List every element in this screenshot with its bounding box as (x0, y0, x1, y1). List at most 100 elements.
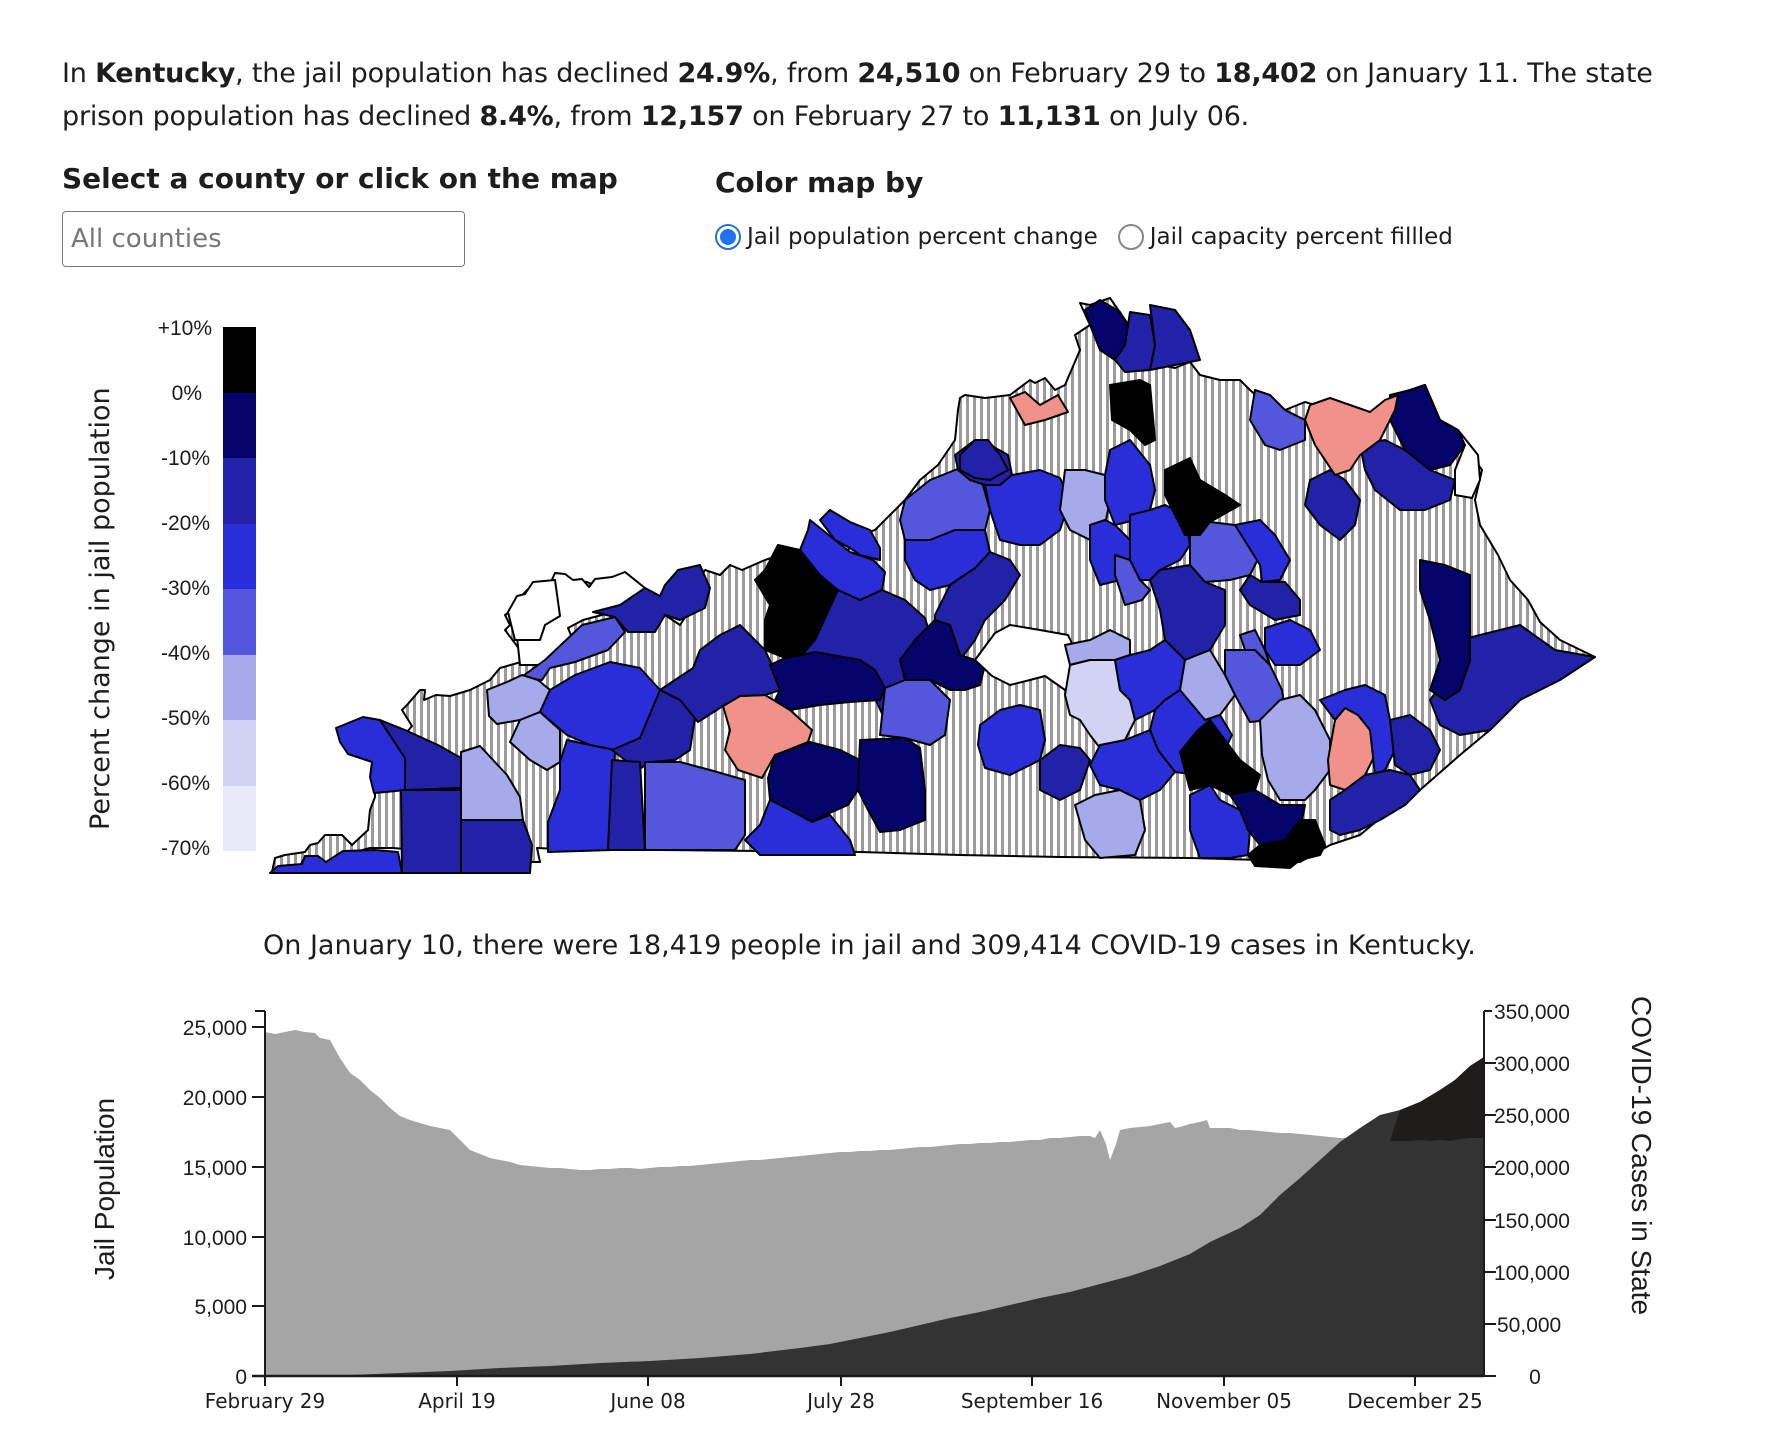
county[interactable] (592, 564, 711, 633)
x-tick: February 29 (205, 1389, 325, 1413)
county[interactable] (1247, 819, 1326, 869)
legend-swatch-2 (223, 458, 256, 524)
prison-start-value: 12,157 (640, 101, 744, 132)
legend-tick: -50% (160, 707, 210, 730)
county[interactable] (1249, 389, 1306, 451)
county[interactable] (1009, 391, 1069, 426)
legend-tick: -30% (160, 577, 210, 600)
legend-tick: -70% (160, 837, 210, 860)
legend-tick: +10% (157, 317, 212, 340)
covid-cases-area (265, 1057, 1484, 1376)
county[interactable] (1089, 729, 1176, 801)
y2-tick-50000: 50,000 (1497, 1314, 1561, 1337)
y2-tick-300000: 300,000 (1494, 1053, 1570, 1076)
legend-tick: -60% (160, 772, 210, 795)
county[interactable] (269, 849, 403, 874)
county[interactable] (1149, 304, 1201, 371)
prison-end-value: 11,131 (997, 101, 1101, 132)
county[interactable] (1239, 574, 1301, 621)
x-tick: July 28 (805, 1389, 875, 1413)
county[interactable] (1304, 394, 1399, 476)
county[interactable] (335, 716, 406, 794)
state-name: Kentucky (95, 58, 236, 89)
x-tick: November 05 (1156, 1389, 1292, 1413)
jail-start-value: 24,510 (857, 58, 961, 89)
county[interactable] (1039, 744, 1091, 801)
y2-tick-0: 0 (1529, 1366, 1541, 1389)
legend-swatch-6 (223, 720, 256, 786)
x-tick: December 25 (1347, 1389, 1483, 1413)
y2-axis-title: COVID-19 Cases in State (1626, 996, 1657, 1315)
summary-text: In Kentucky, the jail population has dec… (62, 58, 1653, 132)
county[interactable] (1359, 439, 1456, 511)
y-axis-title: Jail Population (89, 1098, 120, 1280)
jail-end-value: 18,402 (1214, 58, 1318, 89)
x-tick: June 08 (608, 1389, 685, 1413)
county[interactable] (1074, 789, 1146, 859)
x-tick: September 16 (961, 1389, 1103, 1413)
county[interactable] (507, 579, 561, 641)
legend-swatch-7 (223, 785, 256, 851)
county[interactable] (767, 741, 861, 823)
kentucky-county-map[interactable] (0, 0, 1772, 900)
radio-label-jail-capacity: Jail capacity percent fillled (1149, 224, 1453, 250)
legend-swatch-3 (223, 523, 256, 589)
prison-decline-pct: 8.4% (479, 101, 554, 132)
county[interactable] (1259, 694, 1331, 801)
county[interactable] (1239, 629, 1271, 666)
county[interactable] (959, 439, 1009, 481)
y2-tick-250000: 250,000 (1494, 1105, 1570, 1128)
county[interactable] (644, 761, 746, 851)
y-tick-15000: 15,000 (183, 1157, 247, 1180)
legend-swatch-5 (223, 654, 256, 720)
y2-tick-150000: 150,000 (1494, 1210, 1570, 1233)
radio-label-jail-pop-change: Jail population percent change (747, 224, 1098, 250)
y-tick-20000: 20,000 (183, 1087, 247, 1110)
county-select-label: Select a county or click on the map (62, 162, 618, 195)
color-map-label: Color map by (715, 166, 924, 199)
county[interactable] (1329, 769, 1421, 836)
county[interactable] (1114, 311, 1156, 373)
county-select-input[interactable]: All counties (62, 211, 465, 267)
county[interactable] (1189, 784, 1251, 859)
y2-tick-200000: 200,000 (1494, 1157, 1570, 1180)
county[interactable] (460, 745, 524, 821)
legend-tick: -20% (160, 512, 210, 535)
county[interactable] (1454, 429, 1481, 499)
legend-tick: -40% (160, 642, 210, 665)
x-tick: April 19 (418, 1389, 496, 1413)
radio-button-jail-pop-change[interactable] (715, 224, 741, 250)
y2-tick-350000: 350,000 (1494, 1001, 1570, 1024)
y-tick-10000: 10,000 (183, 1227, 247, 1250)
county[interactable] (977, 704, 1046, 776)
legend-tick: -10% (160, 447, 210, 470)
county[interactable] (819, 509, 881, 561)
legend-swatch-4 (223, 589, 256, 655)
chart-caption: On January 10, there were 18,419 people … (263, 930, 1476, 961)
county[interactable] (1419, 559, 1471, 701)
y-tick-0: 0 (235, 1366, 247, 1389)
county[interactable] (769, 651, 886, 711)
legend-swatch-1 (223, 392, 256, 458)
radio-option-jail-pop-change[interactable]: Jail population percent change (715, 224, 1098, 250)
county[interactable] (1429, 624, 1596, 736)
y2-tick-100000: 100,000 (1494, 1262, 1570, 1285)
county[interactable] (1179, 719, 1261, 796)
covid-overlap-area (1390, 1057, 1484, 1141)
county[interactable] (1234, 519, 1291, 583)
county[interactable] (519, 616, 626, 681)
radio-option-jail-capacity[interactable]: Jail capacity percent fillled (1117, 224, 1453, 250)
county[interactable] (1389, 714, 1441, 776)
county[interactable] (1114, 554, 1151, 606)
y-tick-25000: 25,000 (183, 1017, 247, 1040)
legend-swatch-0 (223, 327, 256, 393)
county[interactable] (899, 619, 986, 691)
county[interactable] (744, 799, 856, 856)
county[interactable] (1149, 564, 1226, 661)
legend-tick: 0% (171, 382, 202, 405)
radio-button-jail-capacity[interactable] (1117, 224, 1144, 250)
county[interactable] (1109, 379, 1156, 446)
county[interactable] (857, 737, 926, 833)
jail-decline-pct: 24.9% (677, 58, 771, 89)
